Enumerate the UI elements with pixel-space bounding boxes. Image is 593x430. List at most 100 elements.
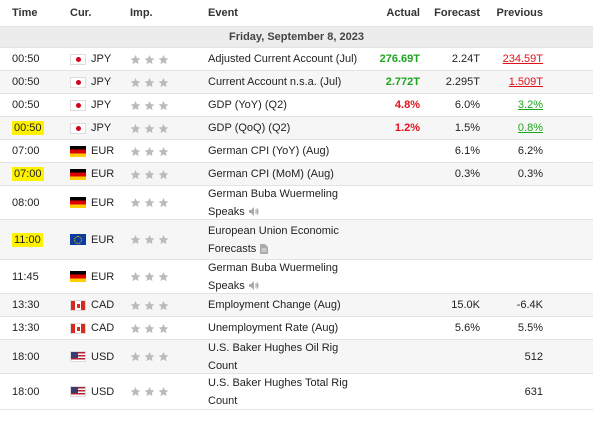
star-icon: [144, 123, 155, 133]
currency-code: JPY: [91, 122, 112, 134]
event-name[interactable]: GDP (QoQ) (Q2): [198, 119, 368, 137]
event-name-text[interactable]: Adjusted Current Account (Jul): [208, 53, 358, 65]
event-currency: EUR: [62, 197, 122, 209]
forecast-value: 6.0%: [454, 99, 480, 111]
de-flag-icon: [70, 271, 86, 282]
table-row[interactable]: 11:45 EUR German Buba Wuermeling Speaks: [0, 260, 593, 294]
previous-value: 234.59T: [484, 53, 553, 65]
event-currency: EUR: [62, 145, 122, 157]
table-row[interactable]: 07:00 EUR German CPI (MoM) (Aug) 0.3% 0.3%: [0, 163, 593, 186]
previous-value-text: 0.3%: [517, 168, 543, 180]
table-row[interactable]: 13:30 CAD Unemployment Rate (Aug) 5.6% 5.5%: [0, 317, 593, 340]
event-name[interactable]: German Buba Wuermeling Speaks: [198, 259, 368, 295]
star-icon: [144, 235, 155, 245]
forecast-value: 5.6%: [454, 322, 480, 334]
event-name-text[interactable]: GDP (YoY) (Q2): [208, 99, 287, 111]
importance-stars: [122, 323, 198, 334]
currency-code: CAD: [91, 322, 115, 334]
event-currency: CAD: [62, 322, 122, 334]
table-row[interactable]: 11:00 EUR European Union Economic Forecast…: [0, 220, 593, 260]
forecast-value: 2.24T: [451, 53, 480, 65]
star-icon: [130, 272, 141, 282]
event-name[interactable]: U.S. Baker Hughes Total Rig Count: [198, 374, 368, 410]
event-name-text[interactable]: GDP (QoQ) (Q2): [208, 122, 291, 134]
event-name-text[interactable]: European Union Economic Forecasts: [208, 224, 339, 255]
event-time: 18:00: [0, 351, 62, 363]
table-header: Time Cur. Imp. Event Actual Forecast Pre…: [0, 0, 593, 27]
star-icon: [130, 323, 141, 333]
previous-value: 0.3%: [484, 168, 553, 180]
star-icon: [130, 235, 141, 245]
actual-value: 276.69T: [379, 53, 420, 65]
star-icon: [144, 323, 155, 333]
jp-flag-icon: [70, 99, 86, 111]
star-icon: [130, 77, 141, 87]
event-name-text[interactable]: German Buba Wuermeling Speaks: [208, 261, 339, 292]
event-time-text: 00:50: [12, 76, 40, 88]
previous-value-text: 6.2%: [517, 145, 543, 157]
event-time-text: 18:00: [12, 385, 40, 398]
header-previous: Previous: [496, 7, 543, 19]
table-row[interactable]: 13:30 CAD Employment Change (Aug) 15.0K -6.4…: [0, 294, 593, 317]
event-name-text[interactable]: Unemployment Rate (Aug): [208, 322, 339, 334]
event-name[interactable]: German Buba Wuermeling Speaks: [198, 185, 368, 221]
event-time: 00:50: [0, 76, 62, 88]
forecast-value: 0.3%: [454, 168, 480, 180]
event-name[interactable]: Current Account n.s.a. (Jul): [198, 73, 368, 91]
header-currency: Cur.: [70, 7, 92, 19]
table-row[interactable]: 18:00 USD U.S. Baker Hughes Oil Rig Count 5…: [0, 340, 593, 374]
event-name-text[interactable]: Employment Change (Aug): [208, 299, 341, 311]
event-name[interactable]: Unemployment Rate (Aug): [198, 319, 368, 337]
event-name[interactable]: Adjusted Current Account (Jul): [198, 50, 368, 68]
event-name[interactable]: U.S. Baker Hughes Oil Rig Count: [198, 339, 368, 375]
event-name-text[interactable]: German CPI (MoM) (Aug): [208, 168, 334, 180]
event-rows: 00:50 JPY Adjusted Current Account (Jul) 27…: [0, 48, 593, 410]
star-icon: [144, 169, 155, 179]
table-row[interactable]: 00:50 JPY Current Account n.s.a. (Jul) 2.77…: [0, 71, 593, 94]
event-time-text: 13:30: [12, 299, 40, 311]
event-name-text[interactable]: German CPI (YoY) (Aug): [208, 145, 330, 157]
event-name[interactable]: German CPI (MoM) (Aug): [198, 165, 368, 183]
header-actual: Actual: [386, 7, 420, 19]
event-name[interactable]: European Union Economic Forecasts: [198, 222, 368, 258]
star-icon: [130, 54, 141, 64]
forecast-value: 6.1%: [454, 145, 480, 157]
event-currency: JPY: [62, 122, 122, 134]
event-name-text[interactable]: U.S. Baker Hughes Total Rig Count: [208, 376, 348, 407]
document-icon: [260, 243, 269, 254]
ca-flag-icon: [70, 299, 86, 311]
table-row[interactable]: 00:50 JPY GDP (QoQ) (Q2) 1.2% 1.5% 0.8%: [0, 117, 593, 140]
event-time: 00:50: [0, 53, 62, 65]
star-icon: [144, 198, 155, 208]
event-name-text[interactable]: U.S. Baker Hughes Oil Rig Count: [208, 341, 339, 372]
event-currency: CAD: [62, 299, 122, 311]
star-icon: [130, 300, 141, 310]
speaker-icon: [248, 281, 259, 291]
star-icon: [158, 77, 169, 87]
table-row[interactable]: 18:00 USD U.S. Baker Hughes Total Rig Coun…: [0, 374, 593, 410]
importance-stars: [122, 351, 198, 362]
event-name-text[interactable]: Current Account n.s.a. (Jul): [208, 76, 342, 88]
currency-code: EUR: [91, 145, 115, 157]
table-row[interactable]: 07:00 EUR German CPI (YoY) (Aug) 6.1% 6.2%: [0, 140, 593, 163]
event-name[interactable]: GDP (YoY) (Q2): [198, 96, 368, 114]
star-icon: [144, 146, 155, 156]
table-row[interactable]: 00:50 JPY Adjusted Current Account (Jul) 27…: [0, 48, 593, 71]
currency-code: JPY: [91, 53, 112, 65]
star-icon: [158, 169, 169, 179]
importance-stars: [122, 146, 198, 157]
event-name[interactable]: Employment Change (Aug): [198, 296, 368, 314]
event-currency: JPY: [62, 99, 122, 111]
event-name[interactable]: German CPI (YoY) (Aug): [198, 142, 368, 160]
table-row[interactable]: 00:50 JPY GDP (YoY) (Q2) 4.8% 6.0% 3.2%: [0, 94, 593, 117]
star-icon: [158, 123, 169, 133]
event-time-text: 00:50: [12, 99, 40, 111]
table-row[interactable]: 08:00 EUR German Buba Wuermeling Speaks: [0, 186, 593, 220]
event-currency: JPY: [62, 53, 122, 65]
star-icon: [158, 198, 169, 208]
event-time: 07:00: [0, 167, 62, 181]
event-time-text: 08:00: [12, 196, 40, 209]
event-name-text[interactable]: German Buba Wuermeling Speaks: [208, 187, 339, 218]
star-icon: [144, 77, 155, 87]
star-icon: [158, 100, 169, 110]
